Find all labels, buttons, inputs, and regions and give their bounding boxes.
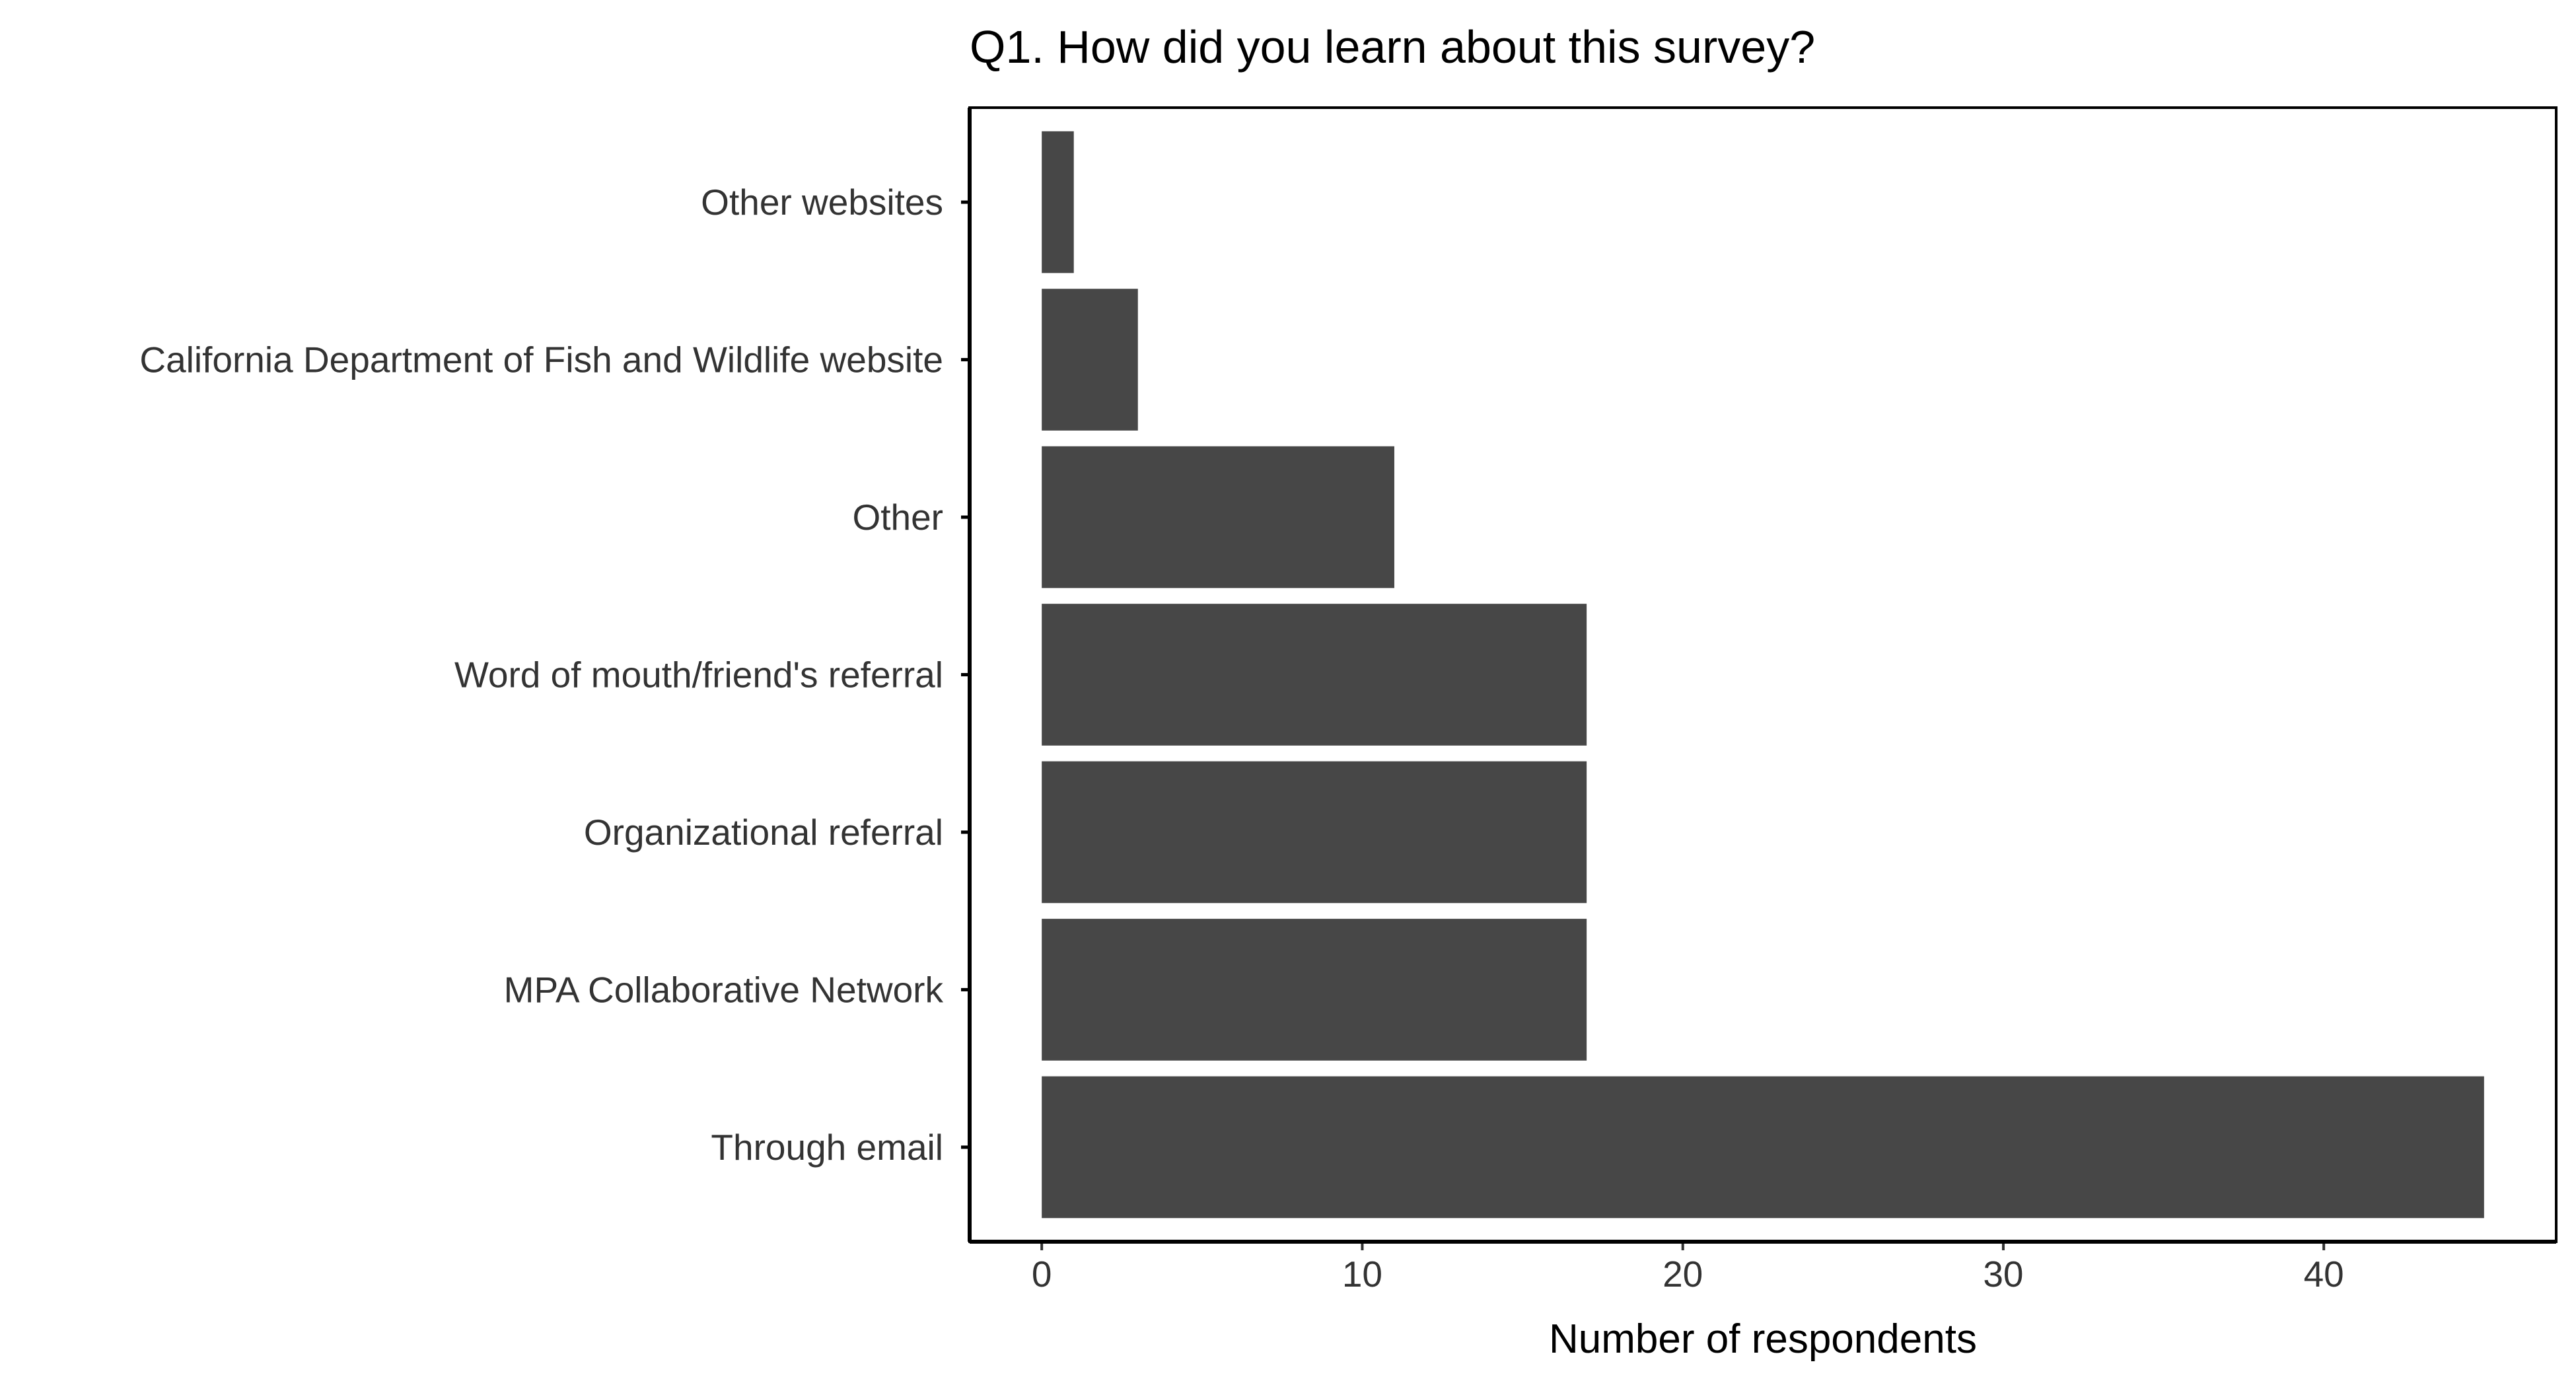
bar (1042, 604, 1587, 746)
x-axis: 0 10 20 30 40 (970, 1240, 2556, 1295)
x-tick-label: 40 (2304, 1254, 2344, 1295)
bar (1042, 1076, 2484, 1219)
x-tick-label: 30 (1983, 1254, 2023, 1295)
x-tick-label: 0 (1032, 1254, 1052, 1295)
y-tick-label: California Department of Fish and Wildli… (139, 339, 943, 380)
y-axis: Other websites California Department of F… (139, 108, 972, 1242)
x-tick-label: 10 (1342, 1254, 1382, 1295)
y-tick-label: Word of mouth/friend's referral (454, 655, 943, 695)
y-tick-label: Other (852, 497, 943, 538)
chart-title: Q1. How did you learn about this survey? (970, 21, 1815, 73)
bar (1042, 761, 1587, 904)
x-tick-label: 20 (1663, 1254, 1703, 1295)
bars-layer (1042, 131, 2484, 1219)
y-tick-label: Organizational referral (584, 812, 943, 853)
x-axis-title: Number of respondents (1549, 1316, 1977, 1362)
y-tick-label: Other websites (701, 182, 943, 223)
bar (1042, 919, 1587, 1061)
bar (1042, 446, 1394, 588)
bar (1042, 289, 1138, 431)
bar (1042, 131, 1074, 273)
y-tick-label: MPA Collaborative Network (504, 969, 944, 1010)
y-tick-label: Through email (711, 1127, 943, 1168)
